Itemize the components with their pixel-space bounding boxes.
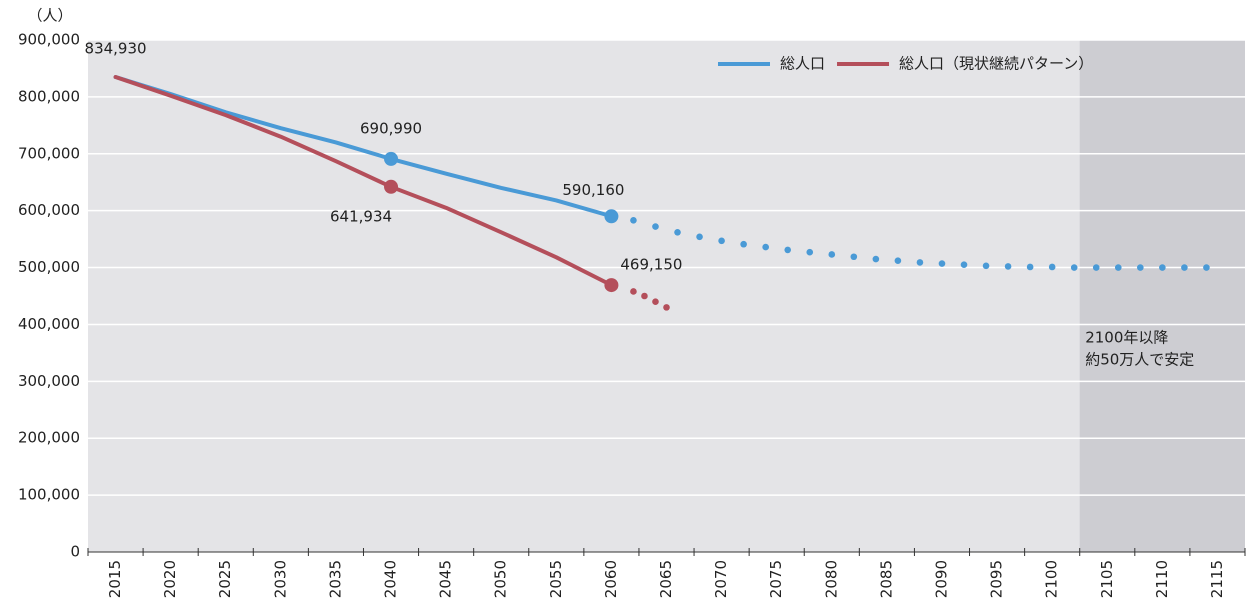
line-point (762, 243, 769, 251)
line-point (1070, 264, 1078, 271)
x-tick-label: 2035 (326, 560, 344, 598)
marker (604, 278, 619, 293)
annotation: 約50万人で安定 (1085, 351, 1194, 369)
line-point (641, 292, 648, 300)
line-point (850, 253, 858, 261)
x-tick-label: 2060 (602, 560, 620, 598)
line-point (1092, 264, 1100, 271)
annotation: 2100年以降 (1085, 329, 1168, 347)
line-point (894, 257, 902, 265)
plot-background (88, 40, 1245, 552)
x-tick-label: 2015 (106, 560, 124, 598)
x-tick-label: 2070 (712, 560, 730, 598)
line-point (784, 246, 792, 254)
data-label: 641,934 (330, 207, 392, 225)
x-tick-label: 2040 (382, 560, 400, 598)
line-point (916, 259, 924, 266)
line-point (1114, 264, 1122, 271)
x-tick-label: 2050 (492, 560, 510, 598)
line-point (1048, 263, 1056, 271)
x-tick-label: 2030 (271, 560, 289, 598)
y-tick-label: 500,000 (18, 258, 80, 276)
marker (604, 209, 619, 224)
legend-label: 総人口（現状継続パターン） (899, 55, 1093, 73)
x-tick-label: 2025 (216, 560, 234, 598)
x-tick-label: 2085 (877, 560, 895, 598)
line-point (1004, 263, 1012, 270)
y-tick-label: 700,000 (18, 144, 80, 162)
line-point (652, 223, 659, 230)
line-point (674, 228, 681, 236)
x-tick-label: 2080 (822, 560, 840, 598)
x-tick-label: 2065 (657, 560, 675, 598)
data-label: 469,150 (620, 256, 682, 274)
x-tick-label: 2055 (547, 560, 565, 598)
data-label: 690,990 (360, 119, 422, 137)
line-point (982, 262, 990, 270)
line-point (630, 217, 637, 224)
x-tick-label: 2090 (932, 560, 950, 598)
line-point (663, 304, 670, 311)
y-tick-label: 900,000 (18, 31, 80, 49)
y-tick-label: 400,000 (18, 315, 80, 333)
line-point (740, 240, 747, 248)
line-point (1181, 264, 1188, 271)
y-tick-label: 100,000 (18, 486, 80, 504)
line-point (718, 237, 725, 245)
line-point (630, 288, 637, 295)
line-point (696, 233, 703, 241)
x-tick-label: 2020 (161, 560, 179, 598)
line (113, 75, 614, 219)
legend-label: 総人口 (780, 55, 825, 73)
line-point (1159, 264, 1166, 271)
line-point (872, 255, 880, 263)
line-point (1026, 263, 1034, 271)
line-point (828, 251, 836, 258)
marker (384, 179, 399, 194)
line-point (652, 298, 659, 305)
y-tick-label: 0 (70, 543, 80, 561)
line-point (806, 248, 814, 256)
line-point (1203, 264, 1210, 271)
data-label: 590,160 (562, 181, 624, 199)
x-tick-label: 2110 (1153, 560, 1171, 598)
shaded-region (1079, 40, 1245, 552)
x-tick-label: 2115 (1208, 560, 1226, 598)
x-tick-label: 2105 (1098, 560, 1116, 598)
line-point (1137, 264, 1144, 271)
x-tick-label: 2075 (767, 560, 785, 598)
y-tick-label: 200,000 (18, 429, 80, 447)
line-point (938, 260, 946, 267)
y-tick-label: 300,000 (18, 372, 80, 390)
x-tick-label: 2045 (437, 560, 455, 598)
data-label: 834,930 (85, 40, 147, 58)
y-tick-label: 800,000 (18, 87, 80, 105)
line (113, 75, 614, 288)
y-tick-label: 600,000 (18, 201, 80, 219)
x-tick-label: 2100 (1043, 560, 1061, 598)
line-point (960, 261, 968, 269)
y-unit: （人） (27, 7, 72, 25)
marker (384, 151, 399, 166)
x-tick-label: 2095 (988, 560, 1006, 598)
